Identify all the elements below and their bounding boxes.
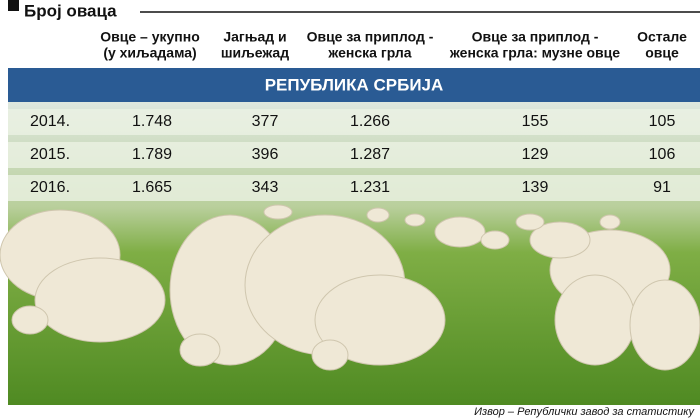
cell: 105 bbox=[649, 113, 676, 130]
column-header: (у хиљадама) bbox=[103, 45, 196, 61]
cell: 1.287 bbox=[350, 146, 390, 163]
cell: 1.665 bbox=[132, 179, 172, 196]
cell: 2016. bbox=[30, 179, 70, 196]
sheep bbox=[0, 204, 700, 371]
cell: 2014. bbox=[30, 113, 70, 130]
cell: 139 bbox=[522, 179, 549, 196]
title-marker bbox=[8, 0, 19, 11]
row-band bbox=[8, 142, 700, 168]
source: Извор – Републички завод за статистику bbox=[474, 406, 695, 418]
column-header: Остале bbox=[637, 29, 687, 45]
cell: 1.789 bbox=[132, 146, 172, 163]
cell: 2015. bbox=[30, 146, 70, 163]
row-band bbox=[8, 175, 700, 201]
column-header: Овце за приплод - bbox=[472, 29, 599, 45]
cell: 1.266 bbox=[350, 113, 390, 130]
column-header: овце bbox=[645, 45, 679, 61]
cell: 1.748 bbox=[132, 113, 172, 130]
cell: 377 bbox=[252, 113, 279, 130]
column-header: женска грла: музне овце bbox=[449, 45, 620, 61]
source-bg bbox=[430, 405, 700, 420]
cell: 396 bbox=[252, 146, 279, 163]
section-title: РЕПУБЛИКА СРБИЈА bbox=[265, 75, 444, 94]
section-band bbox=[8, 68, 700, 102]
row-band bbox=[8, 109, 700, 135]
cell: 155 bbox=[522, 113, 549, 130]
column-header: Овце за приплод - bbox=[307, 29, 434, 45]
column-header: Јагњад и bbox=[223, 29, 286, 45]
column-header: женска грла bbox=[327, 45, 411, 61]
title: Број оваца bbox=[24, 1, 117, 20]
cell: 343 bbox=[252, 179, 279, 196]
cell: 129 bbox=[522, 146, 549, 163]
cell: 1.231 bbox=[350, 179, 390, 196]
cell: 106 bbox=[649, 146, 676, 163]
cell: 91 bbox=[653, 179, 671, 196]
column-header: шиљежад bbox=[221, 45, 289, 61]
column-header: Овце – укупно bbox=[100, 29, 200, 45]
